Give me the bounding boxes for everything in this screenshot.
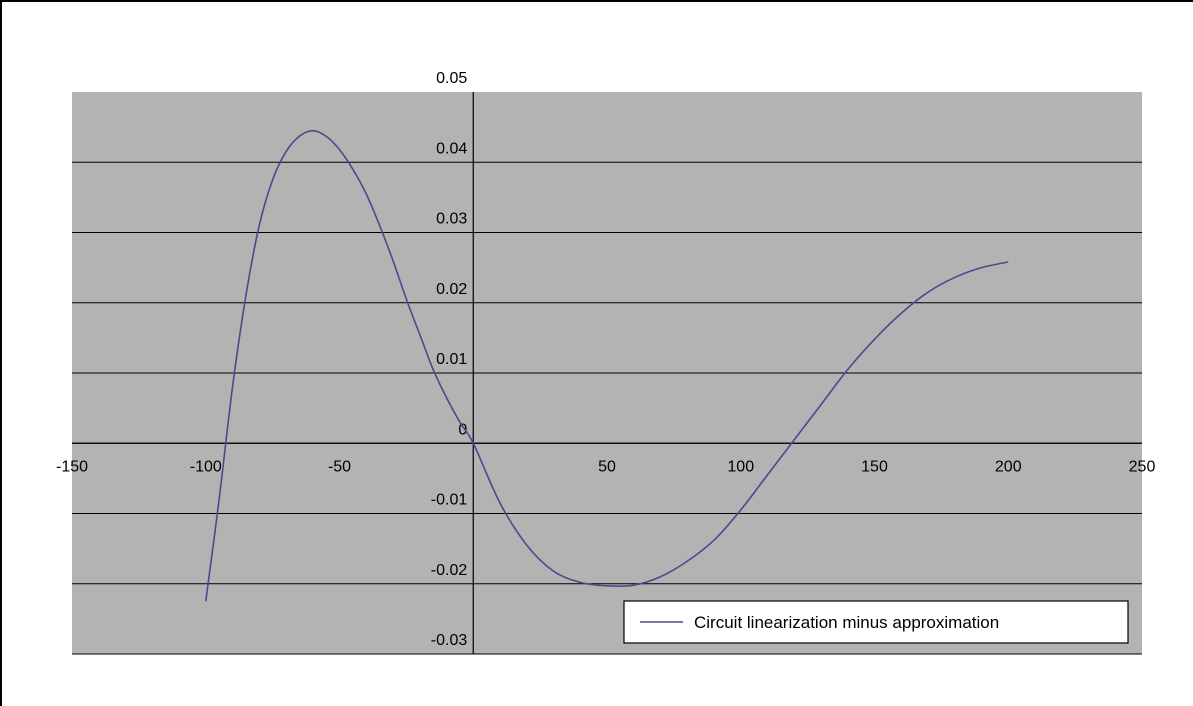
series-line — [204, 129, 1009, 602]
x-tick-label: -50 — [328, 458, 351, 475]
series-group — [204, 129, 1009, 602]
axes — [72, 92, 1142, 654]
y-tick-label: 0.04 — [436, 140, 467, 157]
y-tick-label: 0.02 — [436, 281, 467, 298]
x-tick-labels: -150 -100 -50 50 100 150 200 250 — [56, 458, 1155, 475]
y-tick-label: -0.02 — [431, 562, 468, 579]
y-tick-labels: 0.05 0.04 0.03 0.02 0.01 0 -0.01 -0.02 -0.03 — [431, 70, 468, 649]
x-tick-label: -150 — [56, 458, 88, 475]
x-tick-label: 150 — [861, 458, 888, 475]
legend: Circuit linearization minus approximatio… — [623, 600, 1129, 644]
x-tick-label: 50 — [598, 458, 616, 475]
x-tick-label: 100 — [727, 458, 754, 475]
legend-box — [623, 600, 1129, 644]
y-tick-label: 0 — [458, 421, 467, 438]
y-tick-label: 0.03 — [436, 211, 467, 228]
x-tick-label: 250 — [1129, 458, 1156, 475]
y-tick-label: -0.01 — [431, 492, 468, 509]
x-tick-label: -100 — [190, 458, 222, 475]
y-tick-label: 0.05 — [436, 70, 467, 87]
y-tick-label: -0.03 — [431, 632, 468, 649]
x-tick-label: 200 — [995, 458, 1022, 475]
legend-label: Circuit linearization minus approximatio… — [694, 613, 999, 632]
y-tick-label: 0.01 — [436, 351, 467, 368]
